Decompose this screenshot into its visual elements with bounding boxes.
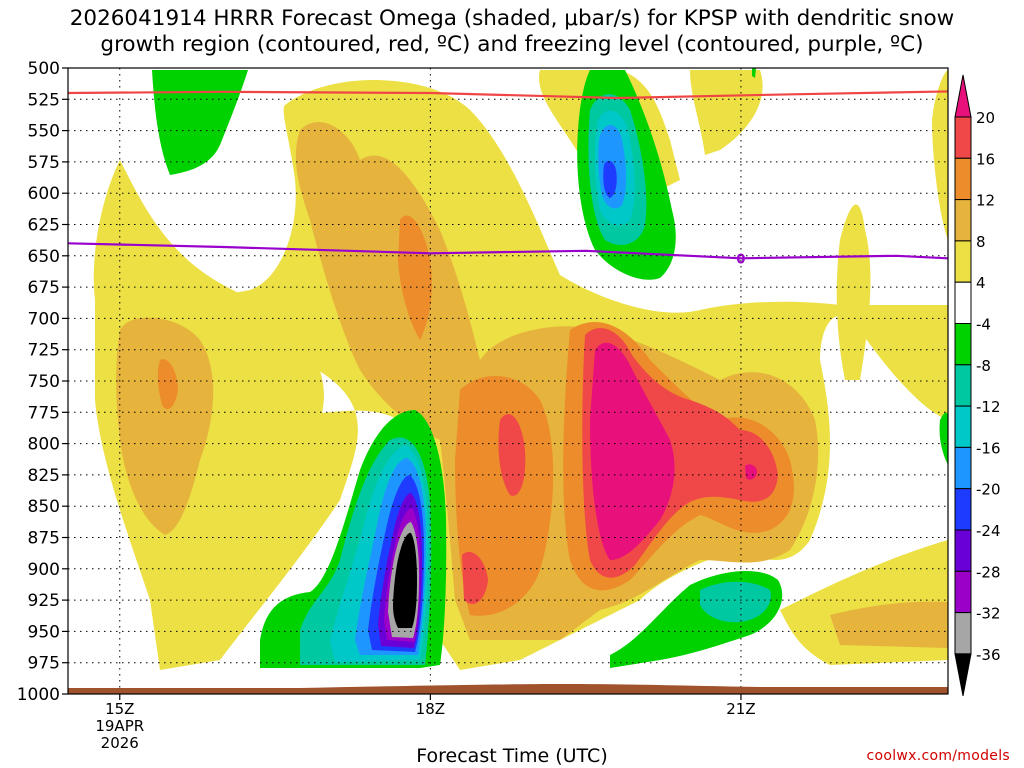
freezing-level-contour-label: 0 bbox=[736, 252, 745, 267]
title-line-2: growth region (contoured, red, ºC) and f… bbox=[100, 32, 924, 57]
contour-lines: -1200 bbox=[68, 90, 948, 267]
omega-region-yellow-far-right bbox=[932, 70, 948, 240]
omega-region-green-topleft bbox=[152, 70, 248, 175]
omega-region-magenta bbox=[590, 342, 757, 560]
colorbar-segment bbox=[954, 116, 972, 159]
y-tick-label: 950 bbox=[28, 622, 60, 642]
colorbar-label: -4 bbox=[976, 316, 991, 334]
colorbar-segment bbox=[954, 405, 972, 448]
y-axis: 500 525 550 575 600 625 650 675 700 725 750 775 800 8… bbox=[17, 59, 68, 705]
omega-region-green-tiny bbox=[752, 68, 756, 78]
y-tick-label: 850 bbox=[28, 497, 60, 517]
colorbar-segment bbox=[954, 570, 972, 614]
colorbar-top-arrow bbox=[954, 74, 972, 118]
colorbar-segment bbox=[954, 364, 972, 407]
y-tick-label: 650 bbox=[28, 247, 60, 267]
colorbar-label: 20 bbox=[976, 109, 995, 127]
colorbar-bottom-arrow bbox=[954, 653, 972, 696]
plot-area: -1200 bbox=[68, 68, 948, 694]
colorbar-label: -8 bbox=[976, 357, 991, 375]
y-tick-label: 750 bbox=[28, 372, 60, 392]
omega-region-black-a bbox=[393, 532, 417, 628]
y-tick-label: 1000 bbox=[17, 685, 60, 705]
omega-region-orange-b bbox=[116, 317, 214, 535]
x-tick-label: 21Z bbox=[726, 700, 755, 718]
colorbar-label: -32 bbox=[976, 605, 1001, 623]
y-tick-label: 575 bbox=[28, 153, 60, 173]
omega-region-magenta-b bbox=[745, 464, 757, 480]
omega-region-seagreen-c bbox=[700, 581, 771, 623]
y-tick-label: 525 bbox=[28, 90, 60, 110]
colorbar-label: -24 bbox=[976, 522, 1001, 540]
omega-region-yellow-topright bbox=[690, 70, 763, 155]
grid-lines bbox=[68, 68, 948, 694]
colorbar-segment bbox=[954, 446, 972, 490]
y-tick-label: 725 bbox=[28, 341, 60, 361]
y-tick-label: 675 bbox=[28, 278, 60, 298]
colorbar-segment bbox=[954, 323, 972, 366]
credit-text: coolwx.com/models bbox=[866, 748, 1010, 764]
y-tick-label: 825 bbox=[28, 466, 60, 486]
y-tick-label: 500 bbox=[28, 59, 60, 79]
colorbar-segment bbox=[954, 199, 972, 242]
omega-region-red-b bbox=[462, 551, 488, 604]
y-tick-label: 875 bbox=[28, 529, 60, 549]
colorbar-label: -28 bbox=[976, 563, 1001, 581]
x-axis: 15Z19APR202618Z21Z00Z20APR03Z06Z bbox=[95, 694, 756, 752]
colorbar-label: 4 bbox=[976, 274, 986, 292]
colorbar-segment bbox=[954, 281, 972, 325]
y-tick-label: 550 bbox=[28, 122, 60, 142]
colorbar-segment bbox=[954, 488, 972, 531]
omega-region-blue-b bbox=[603, 160, 617, 198]
omega-region-orange-dark-a bbox=[398, 215, 432, 340]
omega-region-green-right bbox=[939, 412, 948, 465]
x-tick-label: 2026 bbox=[101, 734, 139, 752]
terrain-ground bbox=[68, 684, 948, 694]
y-tick-label: 925 bbox=[28, 591, 60, 611]
omega-region-black bbox=[393, 532, 417, 628]
y-tick-label: 900 bbox=[28, 560, 60, 580]
x-tick-label: 18Z bbox=[416, 700, 445, 718]
y-tick-label: 775 bbox=[28, 403, 60, 423]
colorbar-label: -36 bbox=[976, 646, 1001, 664]
colorbar-segment bbox=[954, 612, 972, 655]
y-tick-label: 800 bbox=[28, 435, 60, 455]
colorbar-label: 16 bbox=[976, 150, 995, 168]
colorbar-segment bbox=[954, 529, 972, 572]
y-tick-label: 625 bbox=[28, 216, 60, 236]
omega-region-orange-dark-d bbox=[157, 359, 178, 410]
colorbar-segment bbox=[954, 157, 972, 201]
omega-region-magenta-a bbox=[590, 342, 675, 560]
colorbar-label: -20 bbox=[976, 481, 1001, 499]
y-tick-label: 975 bbox=[28, 654, 60, 674]
y-tick-label: 600 bbox=[28, 184, 60, 204]
y-tick-label: 700 bbox=[28, 309, 60, 329]
omega-region-orange-c bbox=[830, 601, 948, 648]
colorbar-label: -12 bbox=[976, 398, 1001, 416]
title-line-1: 2026041914 HRRR Forecast Omega (shaded, … bbox=[69, 6, 955, 31]
x-tick-label: 19APR bbox=[95, 717, 144, 735]
colorbar: -36 -32 -28 -24 -20 -16 -12 -8 -4 4 8 12 16 20 bbox=[954, 74, 1001, 696]
omega-region-orange-dark-b bbox=[455, 376, 554, 616]
colorbar-label: 12 bbox=[976, 192, 995, 210]
colorbar-label: 8 bbox=[976, 233, 986, 251]
x-axis-title: Forecast Time (UTC) bbox=[416, 745, 608, 767]
colorbar-segment bbox=[954, 240, 972, 283]
x-tick-label: 15Z bbox=[105, 700, 134, 718]
omega-region-yellow-right bbox=[836, 204, 871, 380]
snow-growth-contour-line bbox=[68, 90, 948, 100]
colorbar-label: -16 bbox=[976, 439, 1001, 457]
chart-title: 2026041914 HRRR Forecast Omega (shaded, … bbox=[0, 6, 1024, 58]
freezing-level-contour-line bbox=[68, 242, 948, 260]
